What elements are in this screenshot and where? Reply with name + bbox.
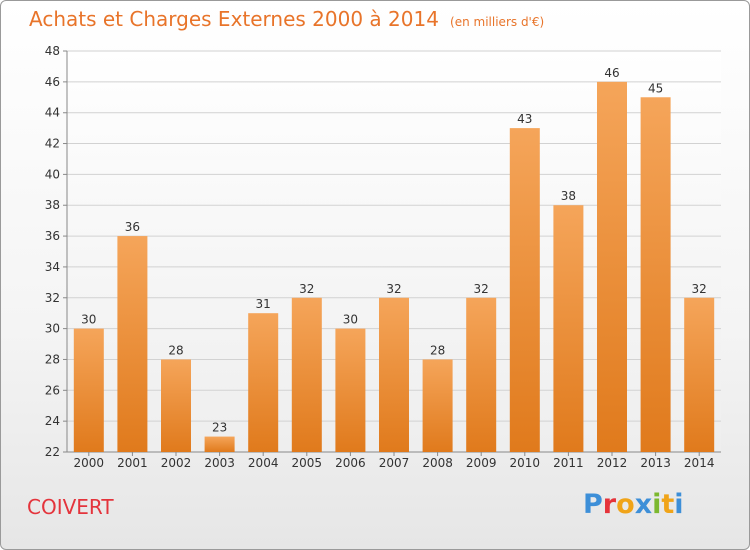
bar	[117, 236, 148, 452]
bar-value-label: 31	[256, 297, 271, 311]
bar	[509, 128, 540, 452]
x-tick-label: 2005	[292, 456, 323, 470]
y-tick-label: 40	[45, 167, 60, 181]
x-tick-label: 2001	[117, 456, 148, 470]
bar-value-label: 23	[212, 421, 227, 435]
y-tick-label: 48	[45, 44, 60, 58]
bar	[291, 297, 322, 452]
bar-value-label: 45	[648, 81, 663, 95]
bar-value-label: 36	[125, 220, 140, 234]
x-tick-label: 2011	[553, 456, 584, 470]
bar-value-label: 46	[604, 66, 619, 80]
x-tick-label: 2012	[597, 456, 628, 470]
proxiti-logo: Proxiti	[583, 489, 684, 520]
logo-letter: P	[583, 489, 603, 520]
bar-value-label: 32	[386, 282, 401, 296]
y-tick-label: 36	[45, 229, 60, 243]
logo-letter: i	[652, 489, 662, 520]
bar	[684, 297, 715, 452]
bar	[466, 297, 497, 452]
bar	[553, 205, 584, 452]
y-tick-label: 26	[45, 383, 60, 397]
bar-value-label: 32	[299, 282, 314, 296]
logo-letter: x	[634, 489, 653, 520]
y-tick-label: 32	[45, 291, 60, 305]
y-tick-label: 34	[45, 260, 60, 274]
bar-value-label: 28	[168, 343, 183, 357]
logo-letter: i	[674, 489, 684, 520]
y-tick-label: 24	[45, 414, 60, 428]
bar	[161, 359, 191, 452]
y-tick-label: 28	[45, 352, 60, 366]
bar-value-label: 30	[343, 313, 358, 327]
x-tick-label: 2013	[640, 456, 671, 470]
bar-value-label: 43	[517, 112, 532, 126]
x-tick-label: 2000	[74, 456, 105, 470]
y-tick-label: 38	[45, 198, 60, 212]
chart-unit: (en milliers d'€)	[450, 15, 545, 29]
y-tick-label: 42	[45, 137, 60, 151]
x-tick-label: 2002	[161, 456, 192, 470]
x-tick-label: 2014	[684, 456, 715, 470]
bar	[204, 436, 235, 452]
x-tick-label: 2004	[248, 456, 279, 470]
chart-title: Achats et Charges Externes 2000 à 2014 (…	[29, 7, 544, 31]
logo-letter: o	[616, 489, 635, 520]
y-tick-label: 22	[45, 445, 60, 459]
bar	[379, 297, 409, 452]
x-tick-label: 2007	[379, 456, 410, 470]
bar	[422, 359, 453, 452]
y-tick-label: 30	[45, 322, 60, 336]
bar-value-label: 38	[561, 189, 576, 203]
logo-letter: r	[602, 489, 617, 520]
x-tick-label: 2010	[510, 456, 541, 470]
bar	[597, 81, 627, 452]
bar	[73, 328, 104, 452]
y-tick-label: 46	[45, 75, 60, 89]
logo-letter: t	[661, 489, 675, 520]
bar-value-label: 32	[474, 282, 489, 296]
bar-value-label: 28	[430, 343, 445, 357]
x-tick-label: 2003	[204, 456, 235, 470]
y-tick-label: 44	[45, 106, 60, 120]
chart-title-text: Achats et Charges Externes 2000 à 2014	[29, 7, 439, 31]
x-tick-label: 2006	[335, 456, 366, 470]
bar	[335, 328, 366, 452]
bar	[248, 313, 279, 452]
bar	[640, 97, 671, 453]
bar-value-label: 32	[692, 282, 707, 296]
x-tick-label: 2008	[422, 456, 453, 470]
commune-name: COIVERT	[27, 495, 114, 519]
x-tick-label: 2009	[466, 456, 497, 470]
bar-value-label: 30	[81, 313, 96, 327]
